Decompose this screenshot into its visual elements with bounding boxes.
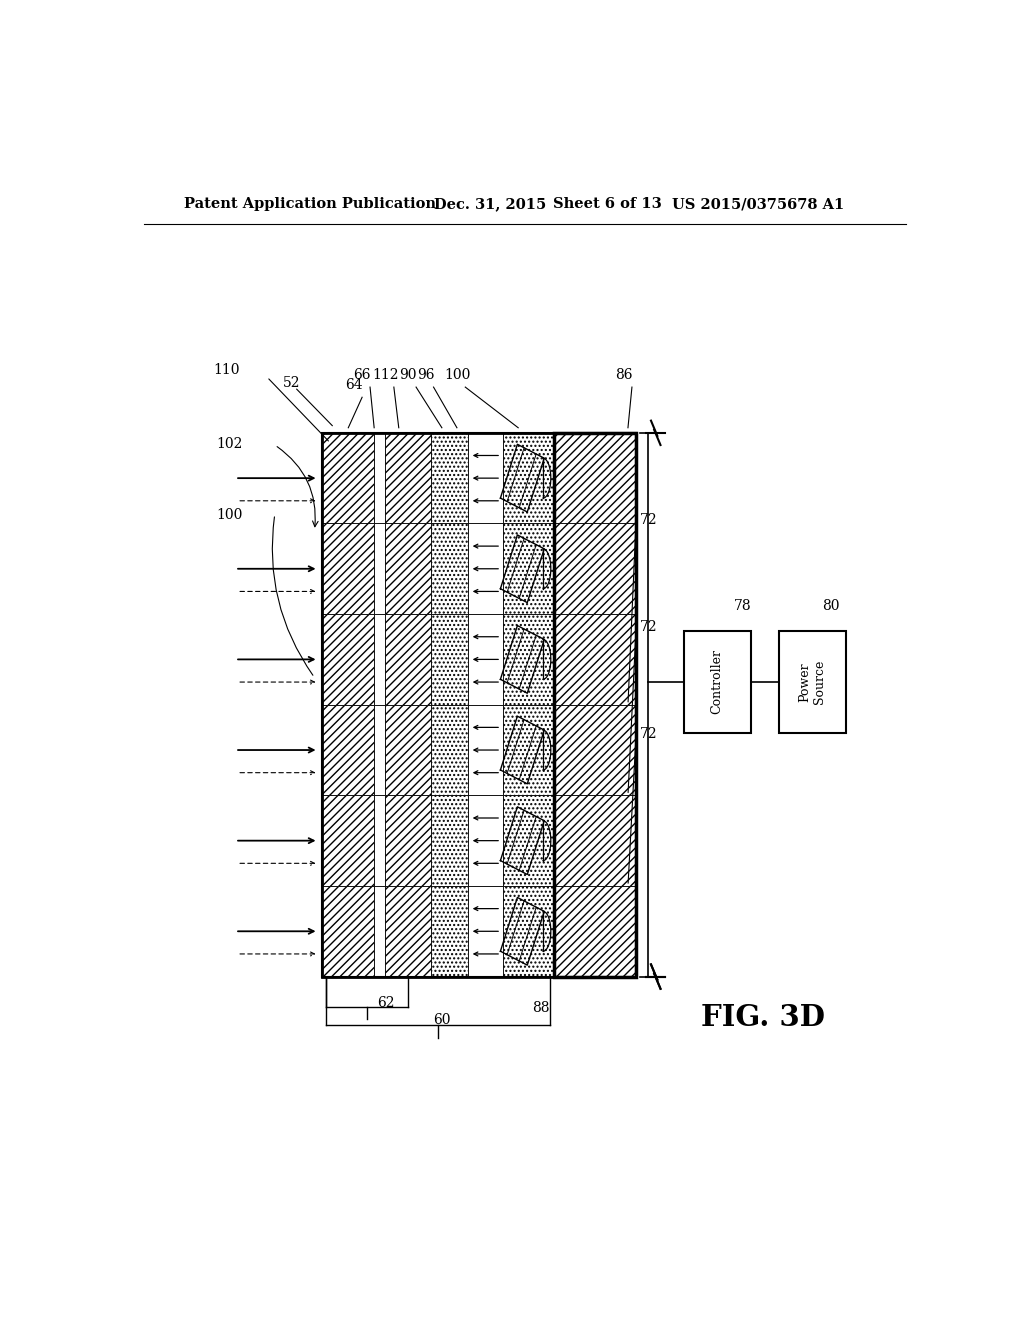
Text: 100: 100 bbox=[444, 368, 471, 381]
Bar bbox=[385, 524, 430, 614]
Bar bbox=[554, 433, 636, 524]
Bar bbox=[430, 705, 468, 796]
Bar bbox=[503, 705, 554, 796]
Text: 96: 96 bbox=[417, 368, 434, 381]
Text: 52: 52 bbox=[283, 376, 300, 391]
Text: FIG. 3D: FIG. 3D bbox=[700, 1003, 825, 1032]
Bar bbox=[554, 614, 636, 705]
Bar bbox=[323, 524, 374, 614]
Bar bbox=[374, 886, 385, 977]
Bar bbox=[554, 524, 636, 614]
Text: 64: 64 bbox=[345, 378, 362, 392]
Bar bbox=[323, 886, 374, 977]
Bar bbox=[385, 433, 430, 524]
Bar bbox=[684, 631, 751, 733]
Text: 102: 102 bbox=[217, 437, 243, 451]
Bar bbox=[374, 796, 385, 886]
Text: 72: 72 bbox=[640, 620, 657, 634]
Text: Dec. 31, 2015: Dec. 31, 2015 bbox=[433, 197, 546, 211]
Bar bbox=[554, 886, 636, 977]
Bar bbox=[374, 705, 385, 796]
Bar bbox=[430, 886, 468, 977]
Bar bbox=[323, 796, 374, 886]
Bar bbox=[323, 705, 374, 796]
Bar bbox=[374, 433, 385, 524]
Text: US 2015/0375678 A1: US 2015/0375678 A1 bbox=[672, 197, 844, 211]
Bar bbox=[554, 433, 636, 977]
Bar bbox=[554, 705, 636, 796]
Bar bbox=[468, 433, 503, 524]
Bar bbox=[323, 433, 374, 524]
Text: Sheet 6 of 13: Sheet 6 of 13 bbox=[553, 197, 662, 211]
Text: 90: 90 bbox=[399, 368, 417, 381]
Bar bbox=[430, 433, 468, 524]
Bar bbox=[468, 705, 503, 796]
Bar bbox=[503, 433, 554, 524]
Text: Controller: Controller bbox=[711, 649, 724, 714]
Bar bbox=[503, 886, 554, 977]
Bar bbox=[468, 524, 503, 614]
Text: 78: 78 bbox=[733, 599, 752, 612]
Bar bbox=[385, 705, 430, 796]
Bar bbox=[430, 524, 468, 614]
Bar bbox=[430, 796, 468, 886]
Text: Power
Source: Power Source bbox=[799, 660, 826, 704]
Bar bbox=[503, 614, 554, 705]
Bar bbox=[468, 886, 503, 977]
Bar bbox=[374, 614, 385, 705]
Bar bbox=[385, 614, 430, 705]
Text: 110: 110 bbox=[214, 363, 241, 378]
Bar bbox=[385, 796, 430, 886]
Bar bbox=[385, 886, 430, 977]
Text: Patent Application Publication: Patent Application Publication bbox=[183, 197, 435, 211]
Text: 112: 112 bbox=[373, 368, 399, 381]
Text: 72: 72 bbox=[640, 727, 657, 741]
Bar bbox=[323, 433, 636, 977]
Bar bbox=[323, 614, 374, 705]
Text: 72: 72 bbox=[640, 513, 657, 527]
Bar bbox=[468, 796, 503, 886]
Text: 100: 100 bbox=[217, 508, 243, 523]
Bar bbox=[554, 796, 636, 886]
Text: 88: 88 bbox=[531, 1001, 550, 1015]
Bar bbox=[503, 524, 554, 614]
Text: 86: 86 bbox=[615, 368, 633, 381]
Bar bbox=[468, 614, 503, 705]
Bar bbox=[778, 631, 846, 733]
Bar bbox=[503, 796, 554, 886]
Text: 80: 80 bbox=[822, 599, 840, 612]
Text: 66: 66 bbox=[353, 368, 371, 381]
Bar bbox=[430, 614, 468, 705]
Text: 60: 60 bbox=[433, 1014, 451, 1027]
Bar bbox=[323, 433, 554, 977]
Text: 62: 62 bbox=[377, 997, 394, 1010]
Bar bbox=[374, 524, 385, 614]
